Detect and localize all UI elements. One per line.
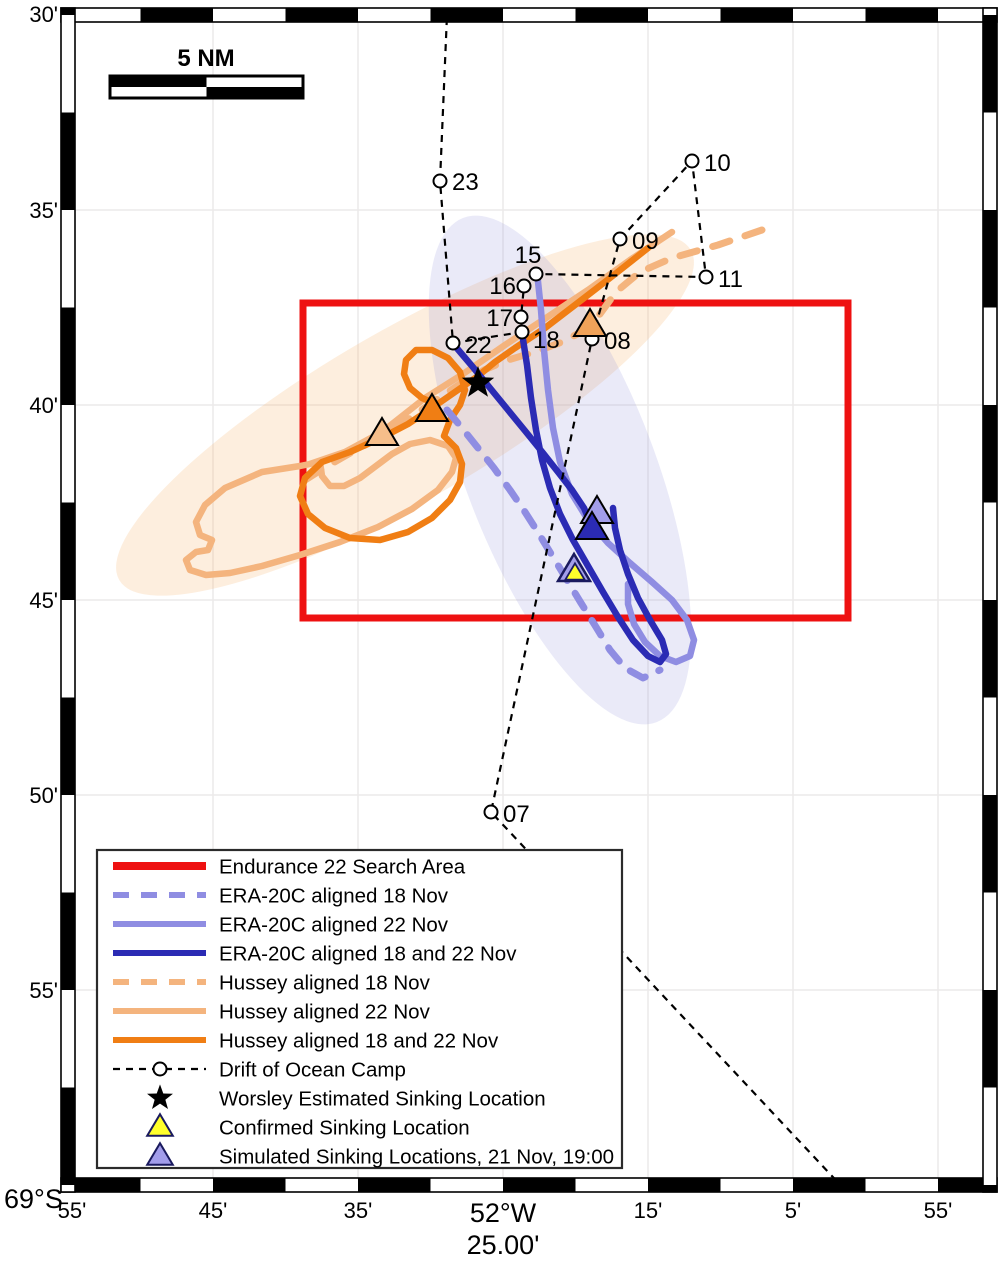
x-axis-labels: 55' 45' 35' 52°W 15' 5' 55' 25.00' [58, 1198, 953, 1260]
x-tick-35: 35' [344, 1198, 373, 1223]
legend-item-label: Simulated Sinking Locations, 21 Nov, 19:… [219, 1146, 614, 1169]
drift-point-markers [432, 153, 714, 820]
scale-bar: 5 NM [108, 45, 305, 100]
drift-label-15: 15 [515, 242, 542, 269]
y-axis-end-label: 69°S [4, 1184, 63, 1214]
drift-point-18 [514, 324, 530, 340]
y-tick-40: 40' [29, 393, 58, 418]
drift-point-22 [445, 335, 461, 351]
y-tick-35: 35' [29, 198, 58, 223]
legend-item-label: ERA-20C aligned 22 Nov [219, 914, 449, 937]
drift-point-23 [432, 173, 448, 189]
x-tick-15: 15' [634, 1198, 663, 1223]
drift-point-17 [513, 309, 529, 325]
drift-label-22: 22 [465, 332, 492, 359]
drift-label-09: 09 [632, 228, 659, 255]
legend: Endurance 22 Search Area ERA-20C aligned… [95, 848, 624, 1170]
drift-label-11: 11 [718, 266, 743, 293]
drift-label-23: 23 [452, 169, 479, 196]
drift-label-07: 07 [503, 801, 530, 828]
track-hussey-22nov [182, 228, 676, 579]
drift-point-10 [684, 153, 700, 169]
legend-item-label: Hussey aligned 18 Nov [219, 972, 431, 995]
legend-item-label: Endurance 22 Search Area [219, 856, 466, 879]
drift-label-17: 17 [486, 305, 513, 332]
track-era20c-18nov-dashed [443, 406, 664, 682]
x-center-sublabel: 25.00' [467, 1230, 540, 1260]
y-axis-labels: 30' 35' 40' 45' 50' 55' 69°S [4, 2, 63, 1214]
drift-point-09 [612, 231, 628, 247]
x-tick-45: 45' [199, 1198, 228, 1223]
legend-item-label: Hussey aligned 22 Nov [219, 1001, 431, 1024]
legend-item-label: Drift of Ocean Camp [219, 1059, 406, 1082]
drift-label-10: 10 [704, 150, 731, 177]
x-tick-55w: 55' [58, 1198, 87, 1223]
drift-point-labels: 07 08 09 10 11 15 16 17 18 22 23 [452, 150, 743, 828]
drift-point-07 [483, 804, 499, 820]
drift-point-15 [528, 266, 544, 282]
legend-item-label: Worsley Estimated Sinking Location [219, 1088, 546, 1111]
drift-point-16 [516, 278, 532, 294]
track-era20c-22nov [533, 268, 698, 666]
x-tick-52w: 52°W [470, 1198, 537, 1228]
x-tick-55e: 55' [924, 1198, 953, 1223]
legend-swatch-drift-marker [152, 1061, 168, 1077]
y-tick-55: 55' [29, 978, 58, 1003]
scale-bar-label: 5 NM [177, 45, 234, 72]
legend-item-label: ERA-20C aligned 18 and 22 Nov [219, 943, 517, 966]
y-tick-30: 30' [29, 2, 58, 27]
y-tick-50: 50' [29, 783, 58, 808]
x-tick-5: 5' [785, 1198, 801, 1223]
drift-label-08: 08 [604, 328, 631, 355]
drift-point-11 [698, 269, 714, 285]
legend-item-label: ERA-20C aligned 18 Nov [219, 885, 449, 908]
drift-label-16: 16 [489, 273, 516, 300]
drift-label-18: 18 [533, 327, 560, 354]
map-frame [60, 7, 998, 1193]
y-tick-45: 45' [29, 588, 58, 613]
legend-item-label: Hussey aligned 18 and 22 Nov [219, 1030, 499, 1053]
legend-item-label: Confirmed Sinking Location [219, 1117, 470, 1140]
